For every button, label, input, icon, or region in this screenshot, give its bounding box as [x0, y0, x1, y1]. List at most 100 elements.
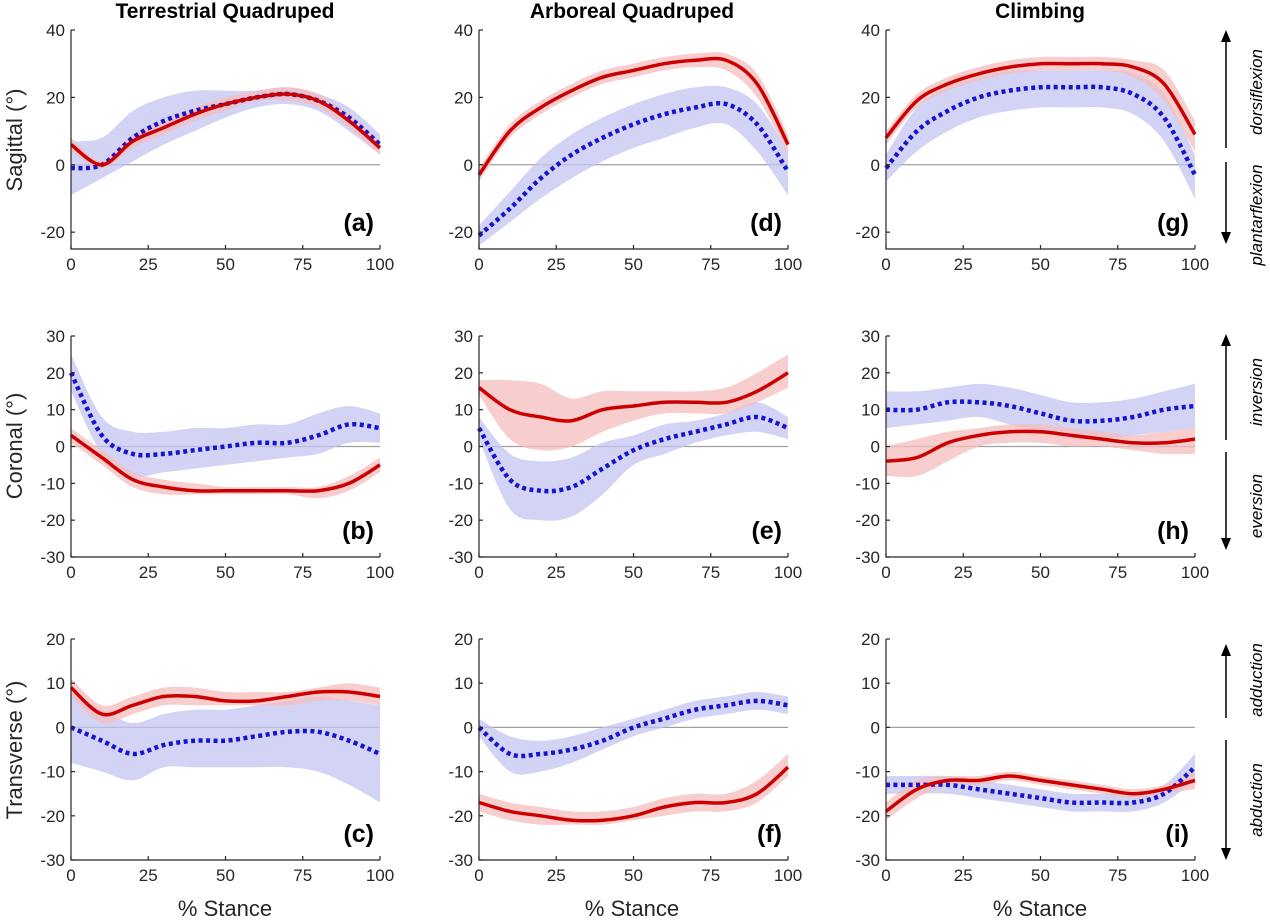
- blue-sd-band: [71, 354, 380, 477]
- x-tick-label: 25: [139, 255, 158, 274]
- red-sd-band: [71, 428, 380, 499]
- y-tick-label: 20: [46, 364, 65, 383]
- x-tick-label: 100: [774, 866, 802, 885]
- x-tick-label: 100: [366, 255, 394, 274]
- panel-letter: (e): [751, 517, 782, 545]
- y-tick-label: -30: [855, 548, 880, 567]
- blue-mean-line: [68, 371, 381, 458]
- x-axis-label-col3: % Stance: [993, 896, 1087, 921]
- panel-letter: (c): [343, 820, 374, 848]
- x-tick-label: 25: [547, 866, 566, 885]
- panel-letter: (f): [757, 820, 782, 848]
- x-tick-label: 25: [954, 866, 973, 885]
- arrowhead-up-icon: [1221, 30, 1231, 42]
- blue-mean-line: [886, 765, 1197, 806]
- y-tick-label: -10: [40, 763, 65, 782]
- y-tick-label: 20: [46, 630, 65, 649]
- annotation-eversion: eversion: [1247, 474, 1266, 538]
- y-tick-label: 0: [871, 718, 880, 737]
- y-tick-label: 0: [56, 156, 65, 175]
- y-tick-label: -10: [855, 474, 880, 493]
- annotation-adduction: adduction: [1247, 643, 1266, 717]
- y-tick-label: 20: [861, 88, 880, 107]
- panel-c: -30 -20 -10 0 10 20 0 25 50 75 100 (c): [40, 630, 394, 885]
- blue-mean-line: [477, 414, 789, 494]
- blue-sd-band: [886, 383, 1195, 440]
- arrowhead-down-icon: [1221, 538, 1231, 550]
- y-tick-label: 0: [56, 718, 65, 737]
- red-sd-band: [886, 771, 1195, 821]
- red-mean-line: [478, 765, 790, 823]
- y-tick-label: 20: [454, 630, 473, 649]
- row-label-coronal: Coronal (°): [2, 393, 27, 500]
- y-tick-label: 10: [46, 674, 65, 693]
- annotation-transverse: adduction abduction: [1221, 643, 1266, 860]
- x-tick-label: 0: [66, 563, 75, 582]
- panel-f: -30 -20 -10 0 10 20 0 25 50 75 100 (f): [448, 630, 802, 885]
- x-tick-label: 100: [366, 866, 394, 885]
- red-sd-band: [479, 354, 788, 451]
- blue-sd-band: [479, 402, 788, 521]
- y-tick-label: -10: [855, 763, 880, 782]
- x-tick-label: 75: [701, 255, 720, 274]
- red-mean-line: [477, 371, 789, 423]
- x-tick-label: 50: [216, 255, 235, 274]
- x-tick-label: 0: [474, 255, 483, 274]
- panel-letter: (b): [342, 517, 374, 545]
- x-tick-label: 0: [474, 563, 483, 582]
- x-tick-label: 0: [881, 563, 890, 582]
- panel-i: -30 -20 -10 0 10 20 0 25 50 75 100 (i): [855, 630, 1209, 885]
- arrowhead-up-icon: [1221, 644, 1231, 656]
- column-title-arboreal: Arboreal Quadruped: [530, 0, 734, 23]
- annotation-inversion: inversion: [1247, 358, 1266, 426]
- x-tick-label: 75: [1108, 866, 1127, 885]
- panel-letter: (i): [1165, 820, 1189, 848]
- x-tick-label: 100: [1181, 563, 1209, 582]
- y-tick-label: -20: [448, 223, 473, 242]
- y-tick-label: -20: [855, 223, 880, 242]
- y-tick-label: -10: [40, 474, 65, 493]
- y-tick-label: 20: [861, 364, 880, 383]
- panel-letter: (a): [343, 209, 374, 237]
- x-tick-label: 75: [293, 563, 312, 582]
- red-mean-line: [477, 56, 790, 176]
- y-tick-label: -30: [40, 548, 65, 567]
- annotation-sagittal: dorsiflexion plantarflexion: [1221, 30, 1266, 267]
- blue-mean-line: [884, 84, 1197, 176]
- arrowhead-up-icon: [1221, 334, 1231, 346]
- panel-h: -30 -20 -10 0 10 20 30 0 25 50 75 100 (h): [855, 327, 1209, 582]
- y-tick-label: 20: [454, 88, 473, 107]
- red-mean-line: [884, 774, 1196, 813]
- y-tick-label: -20: [448, 807, 473, 826]
- x-tick-label: 25: [954, 255, 973, 274]
- x-tick-label: 25: [547, 255, 566, 274]
- x-tick-label: 0: [66, 866, 75, 885]
- blue-sd-band: [479, 692, 788, 775]
- y-tick-label: 10: [454, 674, 473, 693]
- blue-mean-line: [70, 725, 381, 757]
- x-tick-label: 100: [774, 563, 802, 582]
- x-tick-label: 100: [1181, 255, 1209, 274]
- y-tick-label: 10: [861, 674, 880, 693]
- panel-b: -30 -20 -10 0 10 20 30 0 25 50 75 100 (b): [40, 327, 394, 582]
- x-tick-label: 0: [66, 255, 75, 274]
- y-tick-label: 0: [871, 156, 880, 175]
- panel-letter: (h): [1157, 517, 1189, 545]
- x-tick-label: 50: [1031, 255, 1050, 274]
- y-tick-label: -20: [40, 511, 65, 530]
- x-tick-label: 25: [954, 563, 973, 582]
- y-tick-label: 0: [464, 438, 473, 457]
- x-tick-label: 25: [139, 866, 158, 885]
- x-tick-label: 75: [293, 866, 312, 885]
- x-tick-label: 50: [216, 563, 235, 582]
- y-tick-label: 20: [454, 364, 473, 383]
- x-tick-label: 50: [1031, 866, 1050, 885]
- red-mean-line: [69, 92, 382, 167]
- y-tick-label: 30: [861, 327, 880, 346]
- y-tick-label: 10: [861, 401, 880, 420]
- red-mean-line: [69, 433, 381, 493]
- blue-sd-band: [71, 87, 380, 196]
- annotation-coronal: inversion eversion: [1221, 334, 1266, 550]
- row-label-sagittal: Sagittal (°): [2, 89, 27, 192]
